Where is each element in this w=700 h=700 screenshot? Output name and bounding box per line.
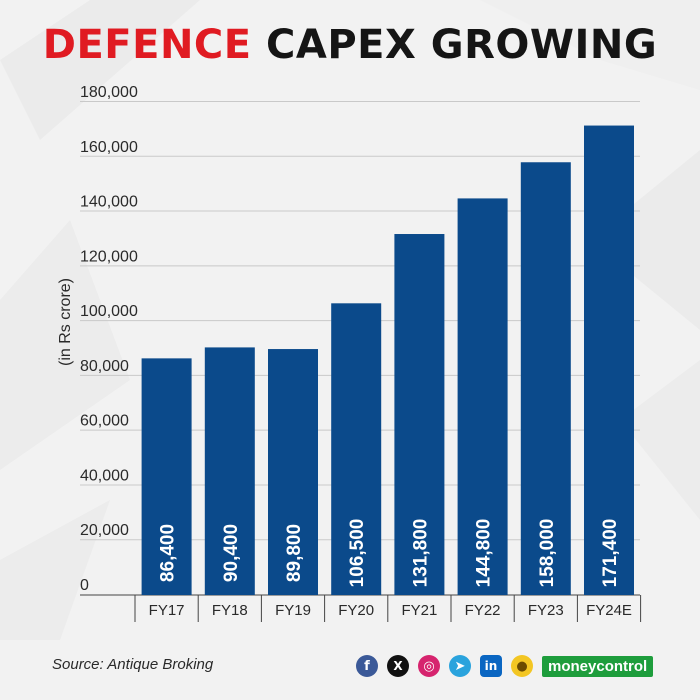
y-tick-label: 100,000 bbox=[80, 303, 138, 320]
facebook-icon[interactable]: f bbox=[356, 655, 378, 677]
y-tick-label: 140,000 bbox=[80, 194, 138, 211]
bar bbox=[394, 234, 445, 595]
brand-logo: moneycontrol bbox=[542, 655, 654, 677]
bar bbox=[204, 347, 255, 595]
y-tick-label: 80,000 bbox=[80, 358, 129, 375]
y-tick-label: 60,000 bbox=[80, 413, 129, 430]
bar bbox=[457, 198, 508, 596]
title-rest: CAPEX GROWING bbox=[266, 22, 658, 68]
y-tick-label: 180,000 bbox=[80, 84, 138, 101]
x-tick-label: FY20 bbox=[338, 602, 374, 619]
bar-value-label: 158,000 bbox=[537, 519, 558, 588]
title-highlight: DEFENCE bbox=[42, 22, 252, 68]
bar bbox=[331, 303, 382, 595]
bar bbox=[584, 125, 634, 595]
bar bbox=[268, 349, 318, 595]
x-tick-label: FY24E bbox=[586, 602, 632, 619]
linkedin-icon[interactable]: in bbox=[480, 655, 502, 677]
y-tick-label: 120,000 bbox=[80, 248, 138, 265]
x-tick-label: FY19 bbox=[275, 602, 311, 619]
koo-icon[interactable]: ● bbox=[511, 655, 533, 677]
bar bbox=[520, 162, 571, 595]
x-tick-label: FY23 bbox=[528, 602, 564, 619]
x-tick-label: FY21 bbox=[401, 602, 437, 619]
bar-value-label: 171,400 bbox=[600, 519, 621, 588]
source-note: Source: Antique Broking bbox=[52, 656, 214, 673]
y-tick-label: 20,000 bbox=[80, 522, 129, 539]
x-tick-label: FY22 bbox=[465, 602, 501, 619]
instagram-icon[interactable]: ◎ bbox=[418, 655, 440, 677]
bar-value-label: 90,400 bbox=[221, 524, 242, 582]
bar-value-label: 144,800 bbox=[474, 519, 495, 588]
bar-value-label: 106,500 bbox=[347, 519, 368, 588]
telegram-icon[interactable]: ➤ bbox=[449, 655, 471, 677]
y-axis-title: (in Rs crore) bbox=[57, 278, 74, 366]
y-tick-label: 160,000 bbox=[80, 139, 138, 156]
bar bbox=[141, 358, 192, 595]
x-icon[interactable]: X bbox=[387, 655, 409, 677]
y-tick-label: 40,000 bbox=[80, 467, 129, 484]
bar-value-label: 131,800 bbox=[410, 519, 431, 588]
x-tick-label: FY17 bbox=[149, 602, 185, 619]
social-links: f X ◎ ➤ in ● moneycontrol bbox=[356, 653, 654, 679]
x-tick-label: FY18 bbox=[212, 602, 248, 619]
bar-value-label: 86,400 bbox=[158, 524, 179, 582]
bar-value-label: 89,800 bbox=[284, 524, 305, 582]
chart-title: DEFENCE CAPEX GROWING bbox=[0, 22, 700, 68]
y-tick-label: 0 bbox=[80, 577, 89, 594]
